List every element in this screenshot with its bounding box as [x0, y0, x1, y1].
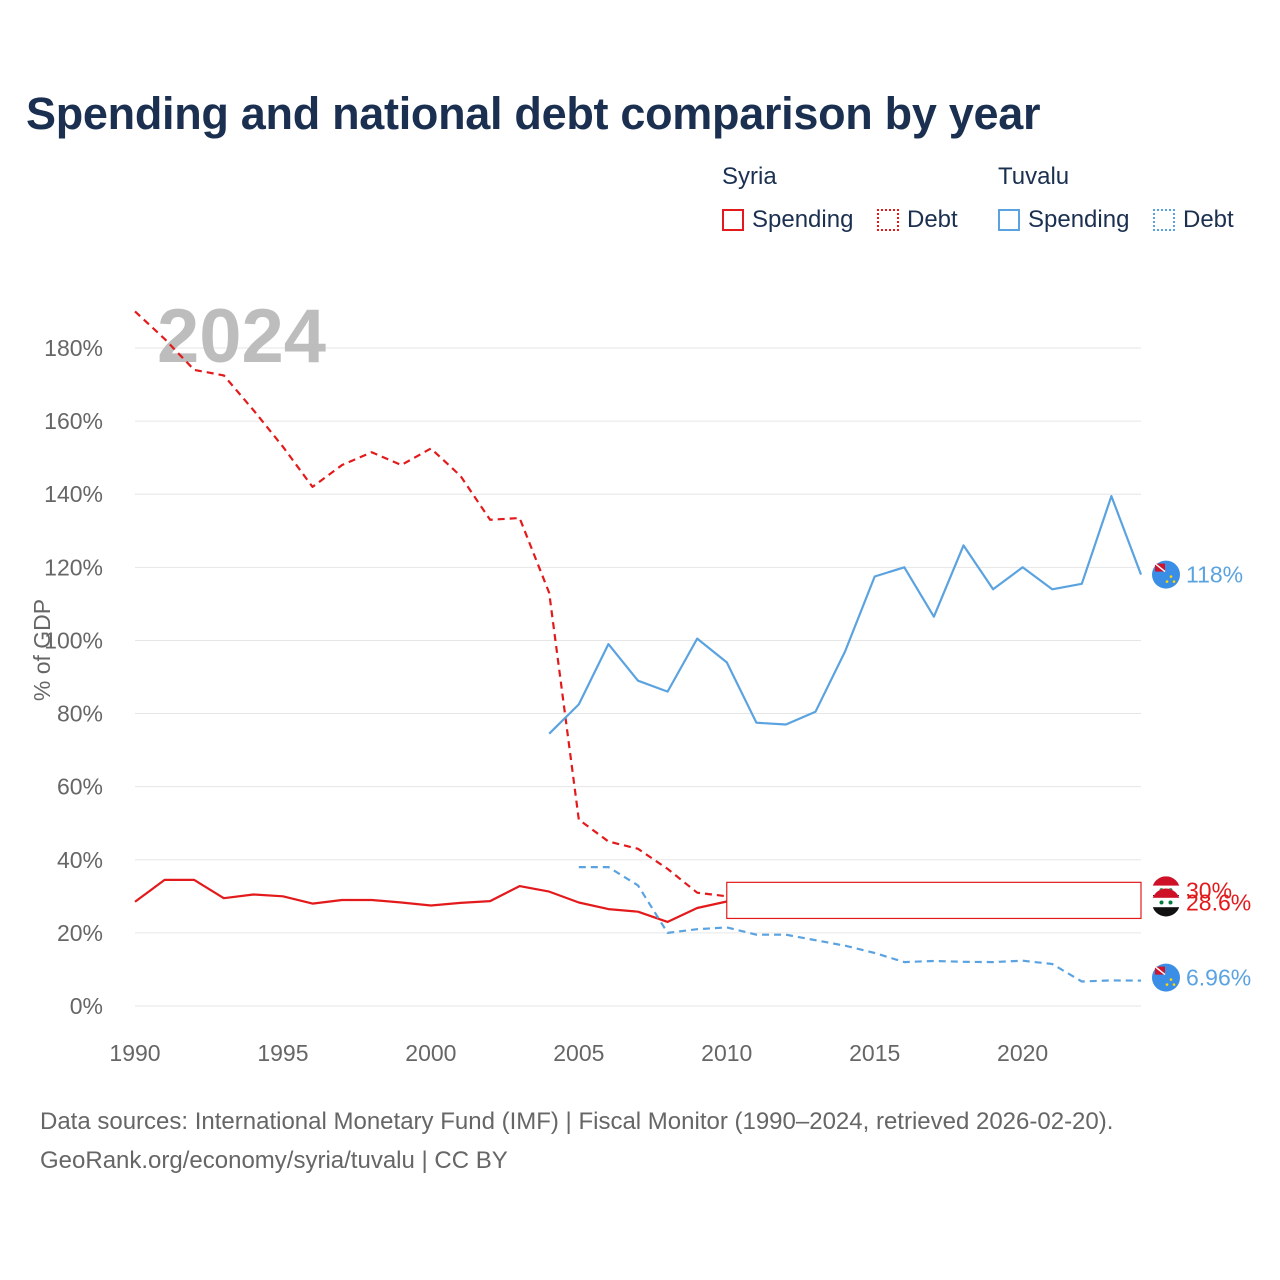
end-label-value: 30%	[1186, 877, 1232, 903]
y-tick-label: 60%	[57, 774, 103, 800]
y-tick-label: 80%	[57, 701, 103, 727]
legend-item-tuvalu-debt[interactable]: Debt	[1153, 206, 1234, 234]
legend-item-tuvalu-spending[interactable]: Spending	[998, 206, 1129, 234]
y-tick-label: 160%	[44, 408, 103, 434]
dotted-line-swatch-icon	[877, 209, 899, 231]
y-axis-label: % of GDP	[29, 599, 55, 701]
legend-item-syria-spending[interactable]: Spending	[722, 206, 853, 234]
flag-star	[1165, 580, 1169, 583]
syria-callout-box	[726, 881, 1142, 920]
legend-label: Debt	[1183, 206, 1234, 233]
flag-cross	[1154, 966, 1166, 976]
solid-line-swatch-icon	[722, 209, 744, 231]
end-label-value: 28.6%	[1186, 889, 1251, 915]
flag-stripe-red	[1152, 876, 1180, 886]
y-tick-label: 40%	[57, 847, 103, 873]
y-tick-label: 140%	[44, 481, 103, 507]
y-tick-label: 0%	[70, 993, 103, 1019]
flag-star	[1172, 580, 1176, 583]
flag-cross	[1154, 563, 1166, 573]
dotted-line-swatch-icon	[1153, 209, 1175, 231]
footer-credit: GeoRank.org/economy/syria/tuvalu | CC BY	[40, 1147, 508, 1174]
y-tick-label: 180%	[44, 335, 103, 361]
solid-line-swatch-icon	[998, 209, 1020, 231]
x-tick-label: 2015	[849, 1040, 900, 1066]
series-line-tuvalu-debt	[578, 866, 1142, 983]
flag-star	[1172, 983, 1176, 986]
flag-stripe-red	[1152, 888, 1180, 898]
flag-stripe-black	[1152, 907, 1180, 917]
series-line-tuvalu-spending	[548, 495, 1143, 735]
year-watermark: 2024	[157, 294, 326, 379]
legend-label: Spending	[1028, 206, 1130, 233]
x-tick-label: 1990	[109, 1040, 160, 1066]
y-tick-label: 120%	[44, 554, 103, 580]
x-tick-label: 2000	[405, 1040, 456, 1066]
end-labels: 118% 30%28.6% 6.96%	[1152, 560, 1251, 992]
legend-group-syria: Syria	[722, 163, 777, 190]
gridlines	[135, 347, 1141, 1007]
flag-star	[1169, 575, 1173, 578]
x-tick-label: 2005	[553, 1040, 604, 1066]
flag-star	[1165, 983, 1169, 986]
x-tick-label: 2020	[997, 1040, 1048, 1066]
flag-star	[1169, 978, 1173, 981]
syria-flag-icon	[1152, 888, 1180, 917]
legend-group-tuvalu: Tuvalu	[998, 163, 1070, 190]
callouts	[726, 881, 1142, 920]
flag-star	[1168, 900, 1173, 905]
y-tick-label: 20%	[57, 920, 103, 946]
legend-item-syria-debt[interactable]: Debt	[877, 206, 958, 234]
chart-title: Spending and national debt comparison by…	[26, 88, 1041, 139]
tuvalu-flag-icon	[1152, 963, 1180, 992]
end-label-value: 118%	[1186, 562, 1243, 588]
tuvalu-flag-icon	[1152, 560, 1180, 589]
legend-label: Debt	[907, 206, 958, 233]
series-line-syria-debt	[134, 310, 727, 898]
x-tick-label: 2010	[701, 1040, 752, 1066]
footer-source: Data sources: International Monetary Fun…	[40, 1108, 1114, 1135]
flag-star	[1159, 900, 1164, 905]
series	[134, 310, 1143, 983]
axes: 0% 20% 40% 60% 80% 100% 120% 140% 160% 180% 1990 19…	[44, 335, 1048, 1066]
legend-label: Spending	[752, 206, 854, 233]
x-tick-label: 1995	[257, 1040, 308, 1066]
series-line-syria-spending	[134, 878, 728, 923]
end-label-value: 6.96%	[1186, 965, 1251, 991]
y-tick-label: 100%	[44, 627, 103, 653]
